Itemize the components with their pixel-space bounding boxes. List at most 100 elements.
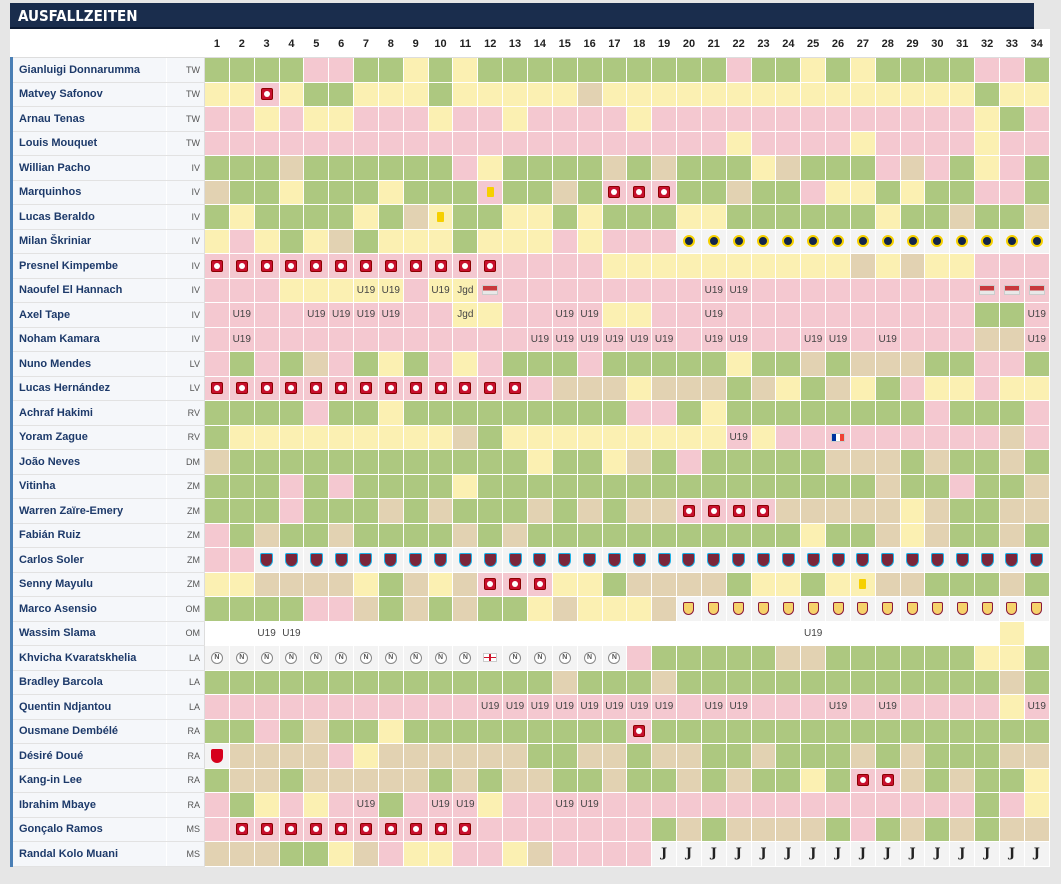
matchday-cell (874, 645, 901, 671)
matchday-cell (874, 498, 901, 524)
cell-label: U19 (505, 701, 525, 713)
player-name[interactable]: Achraf Hakimi (10, 400, 167, 426)
matchday-cell (278, 351, 305, 377)
matchday-cell (949, 767, 976, 793)
player-name[interactable]: Arnau Tenas (10, 106, 167, 132)
matchday-cell (353, 449, 379, 475)
player-name[interactable]: Louis Mouquet (10, 130, 167, 156)
player-name[interactable]: Naoufel El Hannach (10, 277, 167, 303)
player-name[interactable]: Gonçalo Ramos (10, 816, 167, 842)
matchday-cell (676, 351, 702, 377)
player-name[interactable]: Presnel Kimpembe (10, 253, 167, 279)
cell-label: U19 (356, 284, 376, 296)
player-name[interactable]: Axel Tape (10, 302, 167, 328)
player-name[interactable]: Noham Kamara (10, 326, 167, 352)
matchday-cell (253, 473, 280, 499)
matchday-cell (427, 106, 454, 132)
fenerbahce-crest-icon (1030, 235, 1043, 248)
matchday-cell (825, 596, 851, 622)
matchday-cell (402, 473, 429, 499)
matchday-cell (849, 792, 876, 818)
fenerbahce-crest-icon (682, 235, 695, 248)
matchday-cell (775, 81, 802, 107)
matchday-cell (303, 571, 330, 597)
player-name[interactable]: Randal Kolo Muani (10, 841, 167, 867)
matchday-cell (427, 351, 454, 377)
matchday-cell (750, 767, 777, 793)
matchday-cell (949, 155, 976, 181)
matchday-cell (676, 498, 702, 524)
player-name[interactable]: Quentin Ndjantou (10, 694, 167, 720)
player-name[interactable]: Warren Zaïre-Emery (10, 498, 167, 524)
player-name[interactable]: Lucas Hernández (10, 375, 167, 401)
matchday-cell (353, 179, 379, 205)
matchday-cell (899, 718, 926, 744)
player-name[interactable]: Vitinha (10, 473, 167, 499)
matchday-cell: U19 (253, 620, 280, 646)
player-name[interactable]: Milan Škriniar (10, 228, 167, 254)
matchday-cell (700, 253, 727, 279)
matchday-cell (775, 473, 802, 499)
matchday-cell (700, 522, 727, 548)
player-name[interactable]: Kang-in Lee (10, 767, 167, 793)
player-position: IV (166, 326, 205, 352)
matchday-cell: J (651, 841, 678, 867)
player-name[interactable]: Ibrahim Mbaye (10, 792, 167, 818)
matchday-cell (228, 841, 255, 867)
player-name[interactable]: Matvey Safonov (10, 81, 167, 107)
player-name[interactable]: Marquinhos (10, 179, 167, 205)
juventus-crest-icon: J (760, 846, 767, 862)
matchday-cell (849, 571, 876, 597)
matchday-cell (526, 718, 553, 744)
player-name[interactable]: Yoram Zague (10, 424, 167, 450)
matchday-cell (626, 547, 653, 573)
matchday-cell (924, 351, 951, 377)
napoli-crest-icon: N (359, 651, 372, 664)
matchday-cell (328, 351, 355, 377)
matchday-cell (303, 694, 330, 720)
matchday-cell (204, 547, 230, 573)
player-name[interactable]: Ousmane Dembélé (10, 718, 167, 744)
matchday-cell: U19 (228, 302, 255, 328)
matchday-cell (800, 596, 827, 622)
player-name[interactable]: Nuno Mendes (10, 351, 167, 377)
player-name[interactable]: Carlos Soler (10, 547, 167, 573)
player-name[interactable]: Gianluigi Donnarumma (10, 57, 167, 83)
cell-label: U19 (803, 333, 823, 345)
matchday-cell (775, 326, 802, 352)
matchday-cell (551, 522, 578, 548)
matchday-cell (626, 155, 653, 181)
player-position: RA (166, 792, 205, 818)
matchday-cell (502, 547, 528, 573)
matchday-cell (750, 792, 777, 818)
matchday-cell (1023, 669, 1050, 695)
matchday-cell (576, 204, 603, 230)
fenerbahce-crest-icon (856, 235, 869, 248)
matchday-cell (328, 718, 355, 744)
player-name[interactable]: Senny Mayulu (10, 571, 167, 597)
matchday-cell (676, 522, 702, 548)
player-row: Khvicha Kvaratskhelia LA N N N N N N N N N N N N N N N N (10, 645, 1050, 671)
player-name[interactable]: João Neves (10, 449, 167, 475)
matchday-cell (328, 792, 355, 818)
player-name[interactable]: Marco Asensio (10, 596, 167, 622)
player-name[interactable]: Fabián Ruiz (10, 522, 167, 548)
matchday-cell: J (974, 841, 1000, 867)
player-name[interactable]: Lucas Beraldo (10, 204, 167, 230)
player-name[interactable]: Désiré Doué (10, 743, 167, 769)
player-name[interactable]: Wassim Slama (10, 620, 167, 646)
matchday-cell (874, 473, 901, 499)
matchday-cell (204, 81, 230, 107)
matchday-cell (303, 498, 330, 524)
matchday-cell (551, 547, 578, 573)
juventus-crest-icon: J (834, 846, 842, 862)
matchday-cell (874, 375, 901, 401)
player-name[interactable]: Willian Pacho (10, 155, 167, 181)
player-name[interactable]: Bradley Barcola (10, 669, 167, 695)
matchday-cell (974, 743, 1000, 769)
matchday-cell (651, 767, 678, 793)
matchday-cell (601, 424, 628, 450)
cell-label: U19 (431, 284, 450, 296)
matchday-cell (353, 253, 379, 279)
player-name[interactable]: Khvicha Kvaratskhelia (10, 645, 167, 671)
